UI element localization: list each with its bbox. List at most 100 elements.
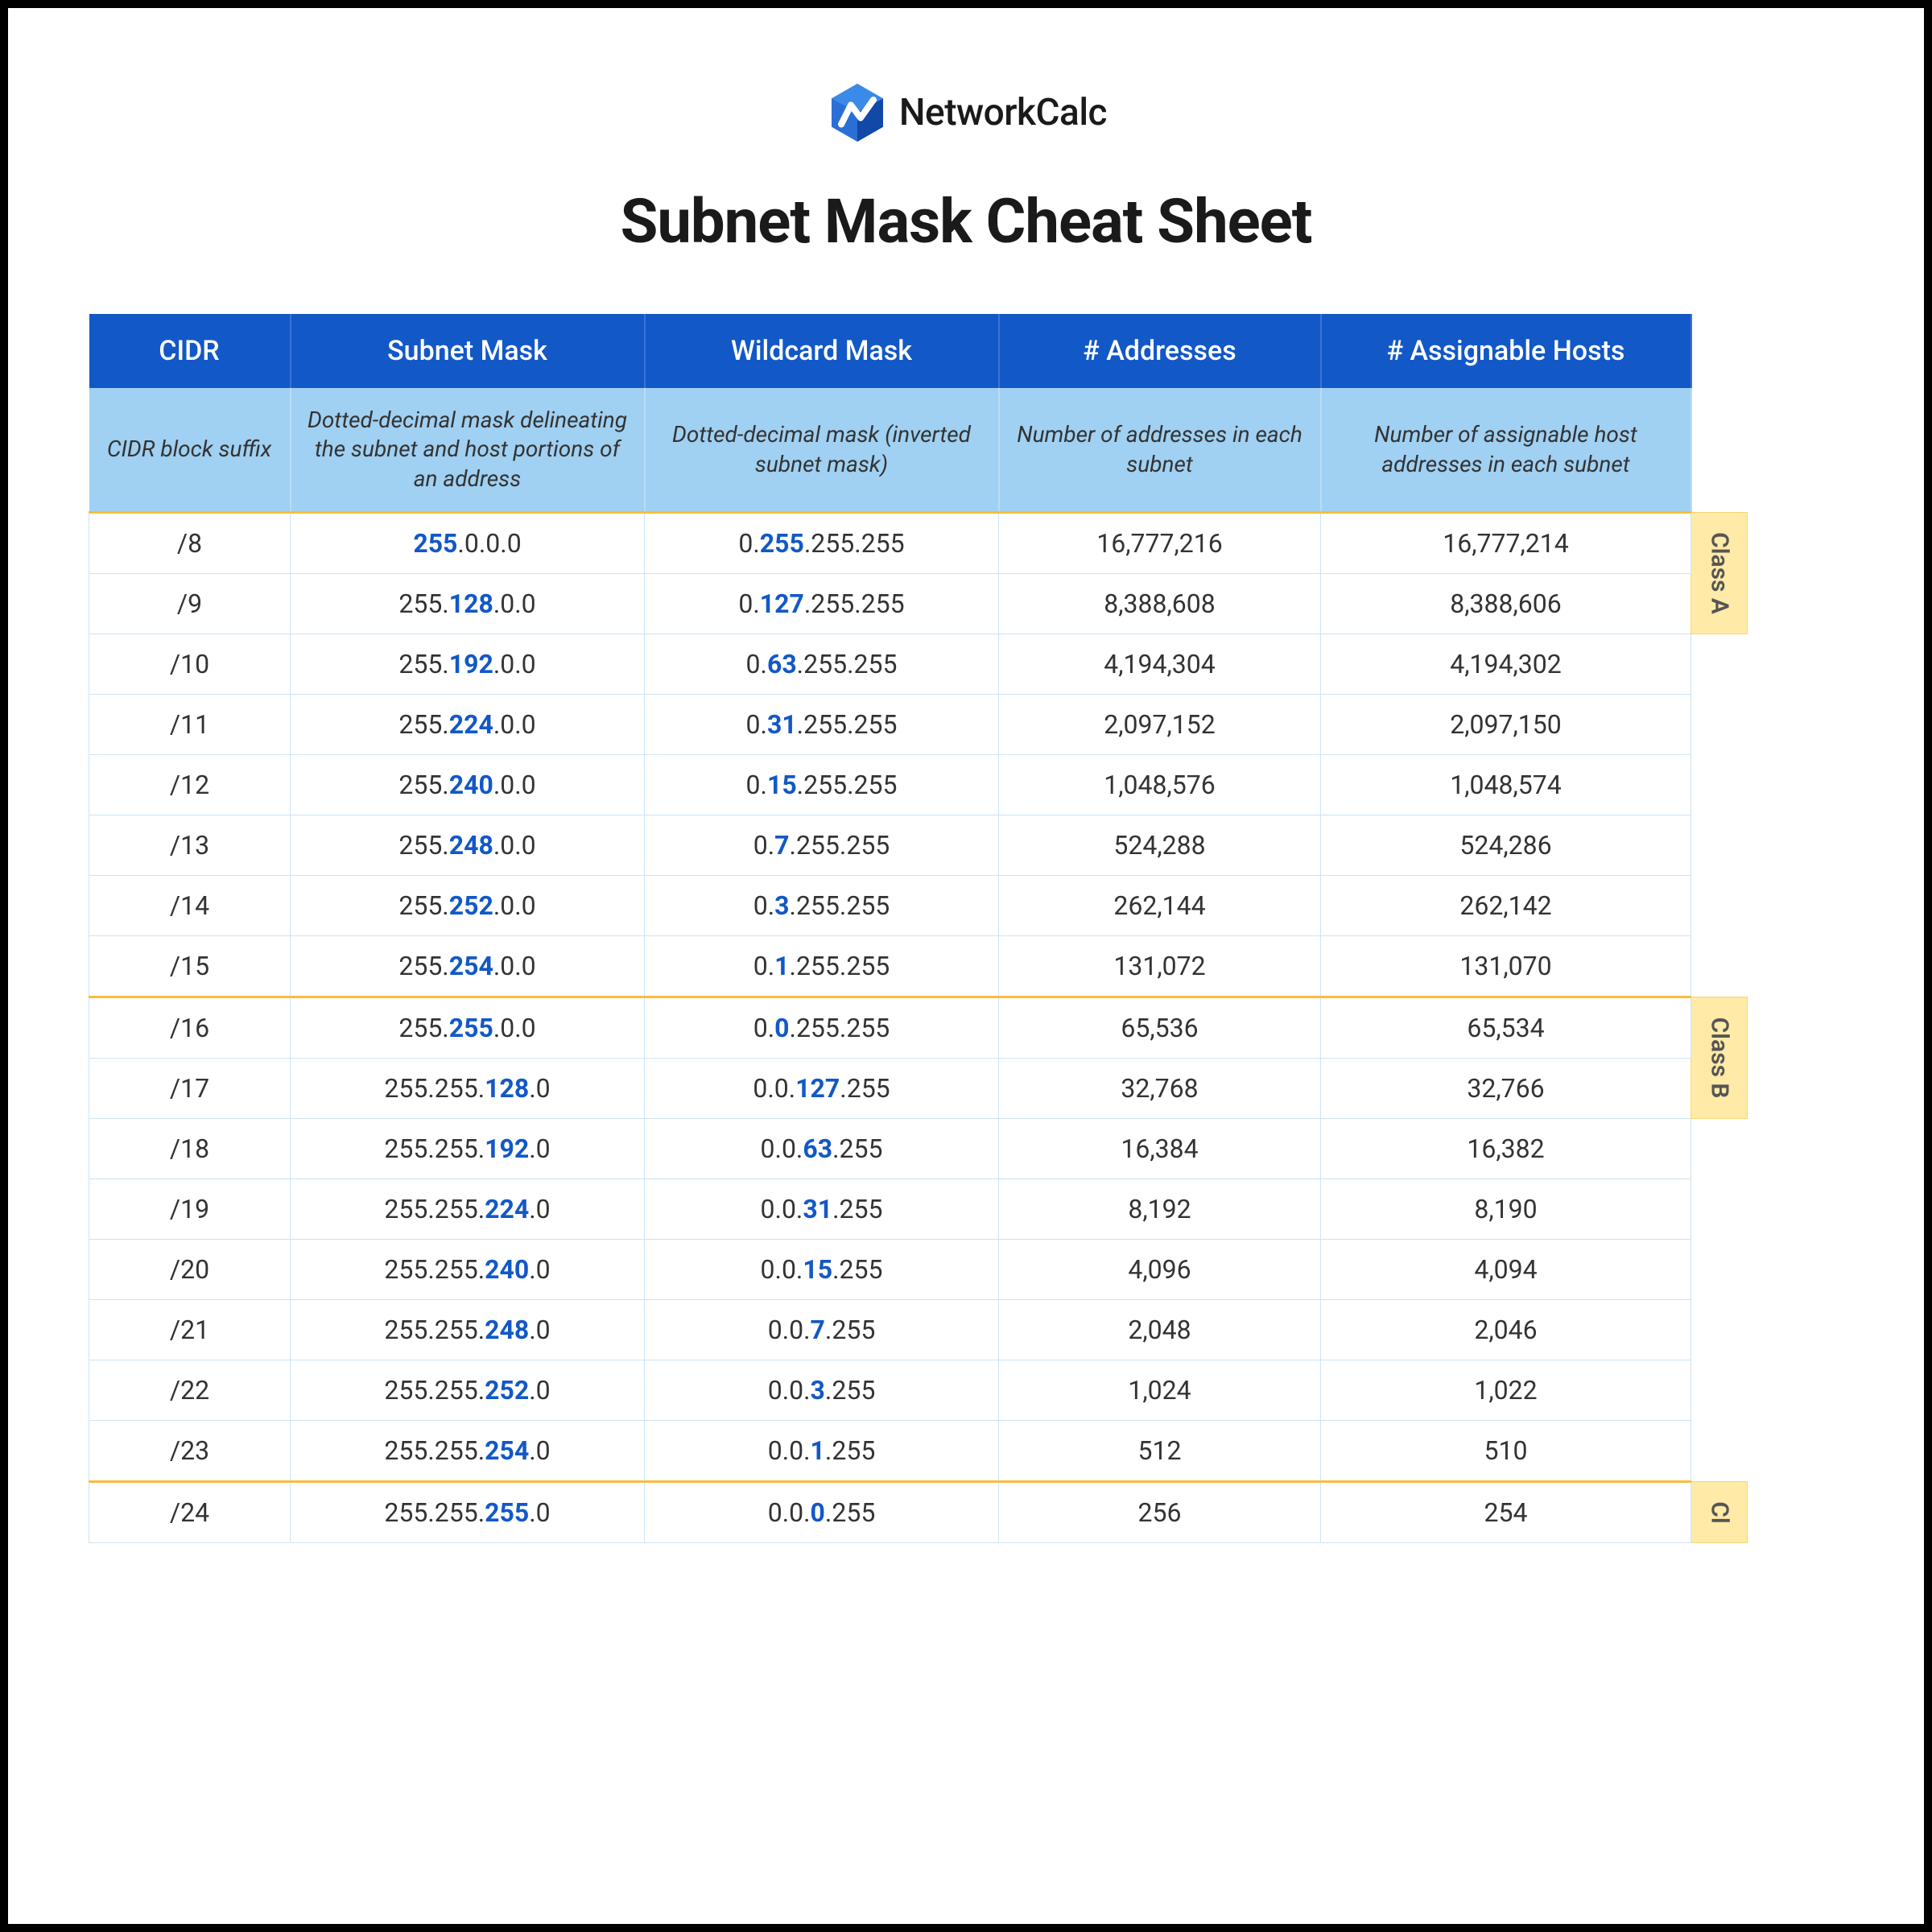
col-desc-wildcard: Dotted-decimal mask (inverted subnet mas… <box>645 388 999 513</box>
col-header-hosts: # Assignable Hosts <box>1321 314 1691 388</box>
cell-addresses: 2,048 <box>999 1300 1321 1360</box>
cell-addresses: 2,097,152 <box>999 695 1321 755</box>
cell-cidr: /13 <box>89 815 291 876</box>
cell-subnet-mask: 255.255.128.0 <box>291 1059 645 1119</box>
cell-wildcard-mask: 0.0.127.255 <box>645 1059 999 1119</box>
table-row: /8255.0.0.00.255.255.25516,777,21616,777… <box>89 513 1748 574</box>
cell-subnet-mask: 255.240.0.0 <box>291 755 645 815</box>
cell-subnet-mask: 255.255.252.0 <box>291 1360 645 1421</box>
cell-cidr: /18 <box>89 1119 291 1179</box>
table-desc-row: CIDR block suffix Dotted-decimal mask de… <box>89 388 1748 513</box>
cell-subnet-mask: 255.248.0.0 <box>291 815 645 876</box>
cell-subnet-mask: 255.255.255.0 <box>291 1482 645 1543</box>
cell-wildcard-mask: 0.1.255.255 <box>645 936 999 997</box>
cell-cidr: /11 <box>89 695 291 755</box>
cell-cidr: /17 <box>89 1059 291 1119</box>
cell-subnet-mask: 255.0.0.0 <box>291 513 645 574</box>
subnet-table: CIDR Subnet Mask Wildcard Mask # Address… <box>89 314 1748 1543</box>
brand-name: NetworkCalc <box>899 91 1107 134</box>
cell-cidr: /20 <box>89 1240 291 1300</box>
cell-cidr: /12 <box>89 755 291 815</box>
table-row: /21255.255.248.00.0.7.2552,0482,046 <box>89 1300 1748 1360</box>
table-body: /8255.0.0.00.255.255.25516,777,21616,777… <box>89 513 1748 1543</box>
cell-wildcard-mask: 0.0.15.255 <box>645 1240 999 1300</box>
cell-subnet-mask: 255.255.248.0 <box>291 1300 645 1360</box>
cell-wildcard-mask: 0.0.31.255 <box>645 1179 999 1240</box>
cell-wildcard-mask: 0.31.255.255 <box>645 695 999 755</box>
cell-addresses: 65,536 <box>999 997 1321 1059</box>
cell-hosts: 65,534 <box>1321 997 1691 1059</box>
table-row: /11255.224.0.00.31.255.2552,097,1522,097… <box>89 695 1748 755</box>
cell-addresses: 1,024 <box>999 1360 1321 1421</box>
class-label: Class B <box>1691 997 1748 1119</box>
cell-subnet-mask: 255.128.0.0 <box>291 574 645 634</box>
col-desc-cidr: CIDR block suffix <box>89 388 291 513</box>
cell-hosts: 16,777,214 <box>1321 513 1691 574</box>
table-row: /16255.255.0.00.0.255.25565,53665,534Cla… <box>89 997 1748 1059</box>
cell-cidr: /8 <box>89 513 291 574</box>
cell-addresses: 262,144 <box>999 876 1321 936</box>
col-header-class <box>1691 314 1748 388</box>
table-row: /12255.240.0.00.15.255.2551,048,5761,048… <box>89 755 1748 815</box>
page-title: Subnet Mask Cheat Sheet <box>89 185 1843 258</box>
cell-hosts: 2,097,150 <box>1321 695 1691 755</box>
cell-wildcard-mask: 0.0.63.255 <box>645 1119 999 1179</box>
table-row: /18255.255.192.00.0.63.25516,38416,382 <box>89 1119 1748 1179</box>
cell-subnet-mask: 255.192.0.0 <box>291 634 645 695</box>
cell-cidr: /9 <box>89 574 291 634</box>
cell-subnet-mask: 255.255.254.0 <box>291 1421 645 1482</box>
brand-logo: NetworkCalc <box>825 80 1107 145</box>
cell-hosts: 262,142 <box>1321 876 1691 936</box>
cell-wildcard-mask: 0.0.0.255 <box>645 1482 999 1543</box>
cell-hosts: 4,194,302 <box>1321 634 1691 695</box>
cell-hosts: 1,022 <box>1321 1360 1691 1421</box>
class-gap <box>1691 634 1748 997</box>
cell-hosts: 524,286 <box>1321 815 1691 876</box>
table-row: /23255.255.254.00.0.1.255512510 <box>89 1421 1748 1482</box>
cell-subnet-mask: 255.255.240.0 <box>291 1240 645 1300</box>
cell-wildcard-mask: 0.255.255.255 <box>645 513 999 574</box>
cell-addresses: 4,096 <box>999 1240 1321 1300</box>
cell-hosts: 8,190 <box>1321 1179 1691 1240</box>
cell-wildcard-mask: 0.7.255.255 <box>645 815 999 876</box>
cell-wildcard-mask: 0.15.255.255 <box>645 755 999 815</box>
cell-cidr: /22 <box>89 1360 291 1421</box>
class-label: Cl <box>1691 1482 1748 1543</box>
cell-hosts: 16,382 <box>1321 1119 1691 1179</box>
cell-cidr: /10 <box>89 634 291 695</box>
cell-hosts: 4,094 <box>1321 1240 1691 1300</box>
cell-wildcard-mask: 0.0.1.255 <box>645 1421 999 1482</box>
table-row: /19255.255.224.00.0.31.2558,1928,190 <box>89 1179 1748 1240</box>
cell-addresses: 16,384 <box>999 1119 1321 1179</box>
cell-hosts: 8,388,606 <box>1321 574 1691 634</box>
page-frame: NetworkCalc Subnet Mask Cheat Sheet CIDR… <box>0 0 1932 1932</box>
cell-wildcard-mask: 0.63.255.255 <box>645 634 999 695</box>
col-desc-class <box>1691 388 1748 513</box>
cell-subnet-mask: 255.255.192.0 <box>291 1119 645 1179</box>
cell-hosts: 510 <box>1321 1421 1691 1482</box>
cell-hosts: 131,070 <box>1321 936 1691 997</box>
table-row: /14255.252.0.00.3.255.255262,144262,142 <box>89 876 1748 936</box>
table-container: CIDR Subnet Mask Wildcard Mask # Address… <box>89 314 1843 1543</box>
table-row: /15255.254.0.00.1.255.255131,072131,070 <box>89 936 1748 997</box>
class-label: Class A <box>1691 513 1748 634</box>
table-row: /20255.255.240.00.0.15.2554,0964,094 <box>89 1240 1748 1300</box>
cell-cidr: /19 <box>89 1179 291 1240</box>
cell-hosts: 32,766 <box>1321 1059 1691 1119</box>
cell-wildcard-mask: 0.0.7.255 <box>645 1300 999 1360</box>
logo-icon <box>825 80 890 145</box>
cell-cidr: /14 <box>89 876 291 936</box>
table-row: /10255.192.0.00.63.255.2554,194,3044,194… <box>89 634 1748 695</box>
cell-cidr: /15 <box>89 936 291 997</box>
cell-subnet-mask: 255.255.224.0 <box>291 1179 645 1240</box>
page-header: NetworkCalc Subnet Mask Cheat Sheet <box>89 80 1843 258</box>
cell-wildcard-mask: 0.0.3.255 <box>645 1360 999 1421</box>
cell-addresses: 8,192 <box>999 1179 1321 1240</box>
cell-addresses: 131,072 <box>999 936 1321 997</box>
cell-addresses: 512 <box>999 1421 1321 1482</box>
table-row: /13255.248.0.00.7.255.255524,288524,286 <box>89 815 1748 876</box>
table-row: /9255.128.0.00.127.255.2558,388,6088,388… <box>89 574 1748 634</box>
table-row: /22255.255.252.00.0.3.2551,0241,022 <box>89 1360 1748 1421</box>
cell-hosts: 1,048,574 <box>1321 755 1691 815</box>
cell-hosts: 254 <box>1321 1482 1691 1543</box>
